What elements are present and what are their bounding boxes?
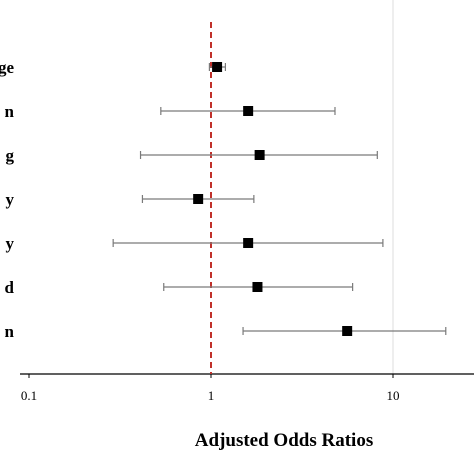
x-tick-label-10: 10 bbox=[387, 388, 400, 403]
forest-row: d bbox=[5, 278, 354, 297]
point-estimate-marker bbox=[252, 282, 263, 292]
x-tick-label-1: 1 bbox=[208, 388, 215, 403]
point-estimate-marker bbox=[243, 106, 254, 116]
point-estimate-marker bbox=[342, 326, 353, 336]
x-tick-label-0.1: 0.1 bbox=[21, 388, 37, 403]
forest-row: y bbox=[6, 190, 255, 209]
forest-row: y bbox=[6, 234, 384, 253]
forest-row: ge bbox=[0, 58, 227, 77]
point-estimate-marker bbox=[212, 62, 223, 72]
row-label: g bbox=[6, 146, 15, 165]
x-axis-title: Adjusted Odds Ratios bbox=[195, 430, 373, 451]
point-estimate-marker bbox=[193, 194, 204, 204]
point-estimate-marker bbox=[243, 238, 254, 248]
forest-row: n bbox=[5, 102, 336, 121]
row-label: ge bbox=[0, 58, 14, 77]
row-label: d bbox=[5, 278, 15, 297]
forest-row: g bbox=[6, 146, 378, 165]
forest-rows: ge n g y y d n bbox=[0, 58, 447, 341]
row-label: y bbox=[6, 190, 15, 209]
row-label: n bbox=[5, 102, 15, 121]
point-estimate-marker bbox=[254, 150, 265, 160]
forest-row: n bbox=[5, 322, 447, 341]
x-axis-ticks: 0.1 1 10 bbox=[21, 374, 400, 403]
row-label: n bbox=[5, 322, 15, 341]
row-label: y bbox=[6, 234, 15, 253]
